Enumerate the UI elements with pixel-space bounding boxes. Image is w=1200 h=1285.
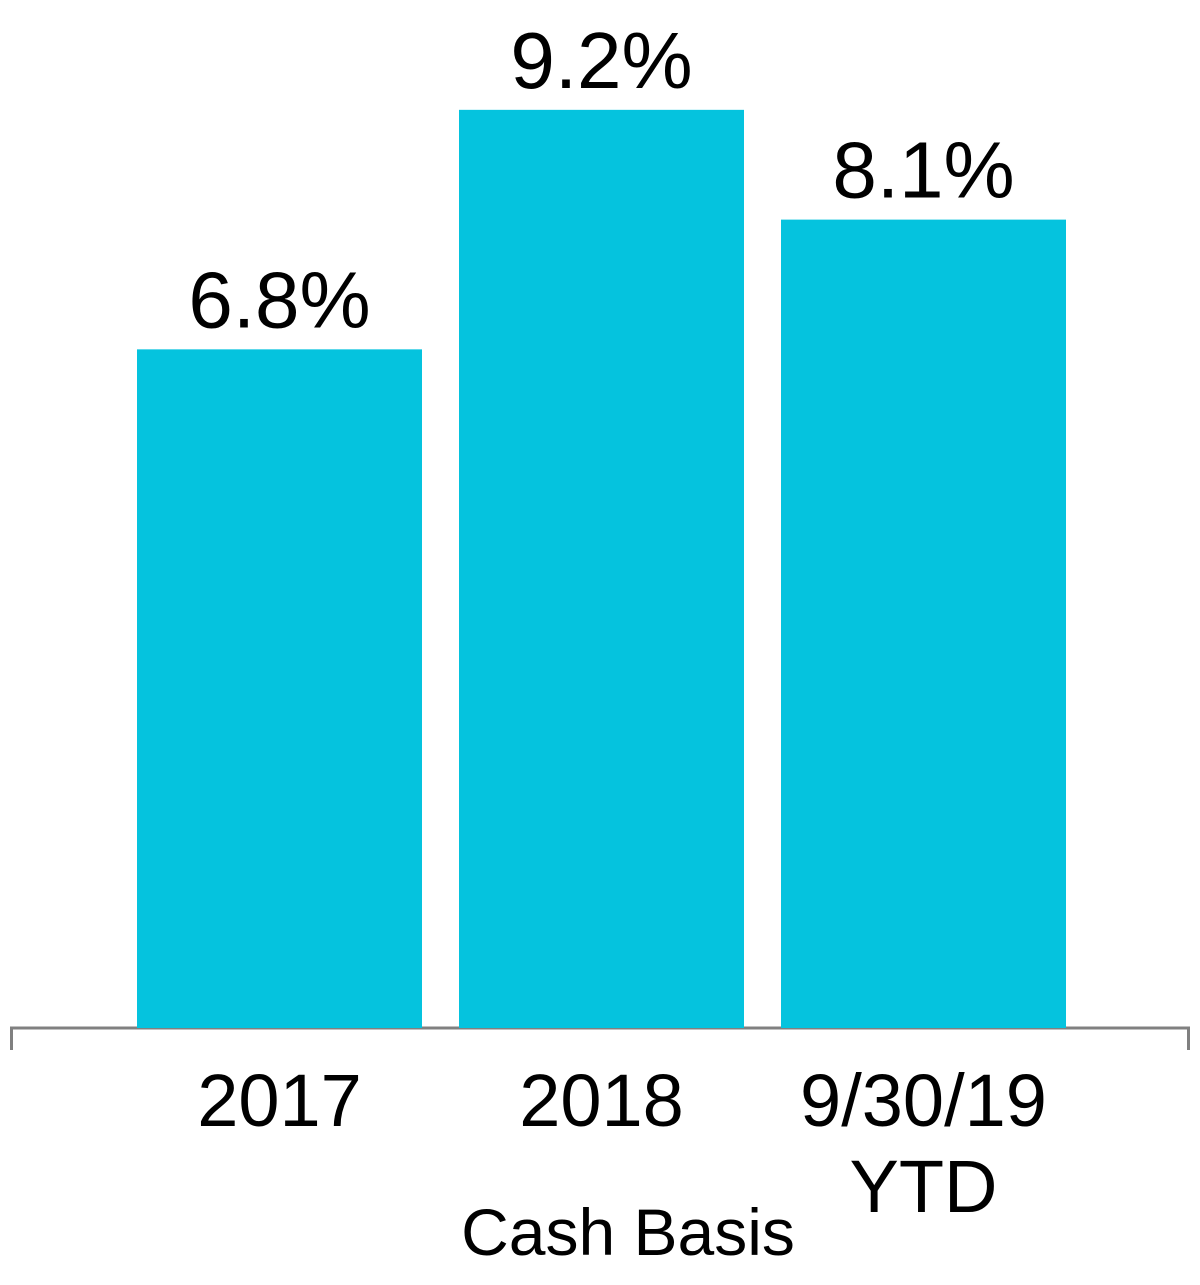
x-axis-label: Cash Basis (461, 1195, 795, 1269)
value-label: 9.2% (510, 16, 692, 105)
x-tick-label: 2018 (519, 1059, 684, 1142)
value-label: 6.8% (188, 255, 370, 344)
bar (137, 349, 422, 1028)
bar (459, 109, 744, 1029)
x-tick-label: 2017 (197, 1059, 362, 1142)
x-tick-label: 9/30/19 YTD (800, 1059, 1047, 1228)
bar (781, 219, 1066, 1028)
value-label: 8.1% (832, 126, 1014, 215)
